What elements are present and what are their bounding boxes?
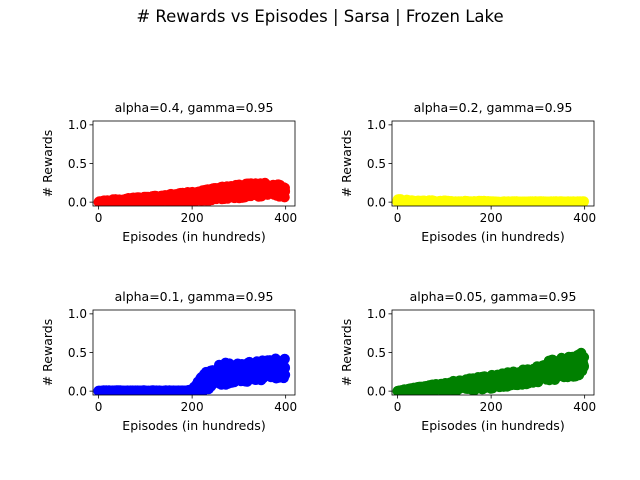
x-tick-label: 200 bbox=[181, 211, 204, 225]
data-point bbox=[279, 186, 290, 197]
y-tick-label: 0.0 bbox=[68, 384, 87, 398]
scatter-points bbox=[392, 347, 590, 395]
x-tick-label: 0 bbox=[95, 400, 103, 414]
y-tick-label: 1.0 bbox=[367, 118, 386, 132]
scatter-points bbox=[392, 194, 589, 206]
subplot-title: alpha=0.2, gamma=0.95 bbox=[414, 100, 573, 115]
y-axis-label: # Rewards bbox=[40, 130, 55, 198]
x-tick-label: 400 bbox=[573, 400, 596, 414]
data-point bbox=[578, 352, 590, 363]
data-point bbox=[578, 362, 589, 373]
x-tick-label: 200 bbox=[480, 211, 503, 225]
data-point bbox=[279, 353, 290, 365]
x-tick-label: 0 bbox=[95, 211, 103, 225]
y-tick-label: 0.5 bbox=[68, 346, 87, 360]
axes-frame bbox=[391, 120, 595, 207]
x-tick-label: 400 bbox=[274, 211, 297, 225]
subplot-title: alpha=0.4, gamma=0.95 bbox=[115, 100, 274, 115]
y-tick-label: 0.0 bbox=[367, 384, 386, 398]
y-tick-label: 1.0 bbox=[367, 307, 386, 321]
data-point bbox=[279, 369, 291, 381]
x-axis-label: Episodes (in hundreds) bbox=[122, 418, 265, 433]
y-tick-label: 1.0 bbox=[68, 118, 87, 132]
subplot-bottom-right: 0 200 400 0.0 0.5 1.0 alpha=0.05, gamma=0.95 Ep… bbox=[339, 289, 596, 433]
x-tick-label: 0 bbox=[394, 211, 402, 225]
y-axis-label: # Rewards bbox=[339, 319, 354, 387]
y-tick-label: 0.5 bbox=[367, 346, 386, 360]
x-tick-label: 200 bbox=[181, 400, 204, 414]
x-tick-label: 400 bbox=[274, 400, 297, 414]
scatter-points bbox=[93, 177, 291, 206]
x-axis-label: Episodes (in hundreds) bbox=[421, 418, 564, 433]
x-axis-label: Episodes (in hundreds) bbox=[122, 229, 265, 244]
data-point bbox=[279, 362, 290, 373]
figure-title: # Rewards vs Episodes | Sarsa | Frozen L… bbox=[136, 7, 504, 26]
subplot-title: alpha=0.1, gamma=0.95 bbox=[115, 289, 274, 304]
subplot-top-right: 0 200 400 0.0 0.5 1.0 alpha=0.2, gamma=0.95 Epi… bbox=[339, 100, 596, 244]
y-axis-label: # Rewards bbox=[339, 130, 354, 198]
y-tick-label: 0.0 bbox=[68, 195, 87, 209]
subplot-bottom-left: 0 200 400 0.0 0.5 1.0 alpha=0.1, gamma=0.95 Epi… bbox=[40, 289, 297, 433]
x-tick-label: 200 bbox=[480, 400, 503, 414]
subplot-title: alpha=0.05, gamma=0.95 bbox=[410, 289, 577, 304]
y-axis-label: # Rewards bbox=[40, 319, 55, 387]
x-tick-label: 0 bbox=[394, 400, 402, 414]
x-tick-label: 400 bbox=[573, 211, 596, 225]
scatter-points bbox=[93, 353, 291, 395]
y-tick-label: 0.5 bbox=[367, 157, 386, 171]
data-point bbox=[578, 196, 589, 206]
subplot-top-left: 0 200 400 0.0 0.5 1.0 alpha=0.4, gamma=0.95 Epi… bbox=[40, 100, 297, 244]
y-tick-label: 0.0 bbox=[367, 195, 386, 209]
y-tick-label: 0.5 bbox=[68, 157, 87, 171]
x-axis-label: Episodes (in hundreds) bbox=[421, 229, 564, 244]
y-tick-label: 1.0 bbox=[68, 307, 87, 321]
